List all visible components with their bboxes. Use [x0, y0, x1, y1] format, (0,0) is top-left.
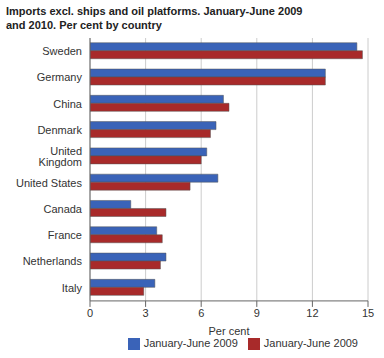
svg-text:Per cent: Per cent: [209, 325, 250, 337]
svg-text:6: 6: [198, 307, 204, 319]
svg-text:12: 12: [306, 307, 318, 319]
svg-text:0: 0: [87, 307, 93, 319]
svg-text:Germany: Germany: [37, 71, 83, 83]
svg-text:Denmark: Denmark: [37, 124, 82, 136]
svg-text:France: France: [48, 229, 82, 241]
svg-text:9: 9: [254, 307, 260, 319]
svg-text:UnitedKingdom: UnitedKingdom: [39, 145, 82, 168]
html-text:Imports excl. ships and oil pl: Imports excl. ships and oil platforms. J…: [6, 5, 303, 31]
svg-text:Canada: Canada: [43, 203, 82, 215]
svg-text:China: China: [53, 98, 83, 110]
svg-text:15: 15: [362, 307, 374, 319]
svg-text:Netherlands: Netherlands: [23, 255, 83, 267]
svg-text:Sweden: Sweden: [42, 45, 82, 57]
html-text:January-June 2009: January-June 2009: [263, 336, 358, 349]
svg-text:3: 3: [143, 307, 149, 319]
svg-text:Italy: Italy: [62, 282, 83, 294]
svg-text:United States: United States: [16, 177, 83, 189]
html-text:January-June 2009: January-June 2009: [143, 336, 238, 349]
